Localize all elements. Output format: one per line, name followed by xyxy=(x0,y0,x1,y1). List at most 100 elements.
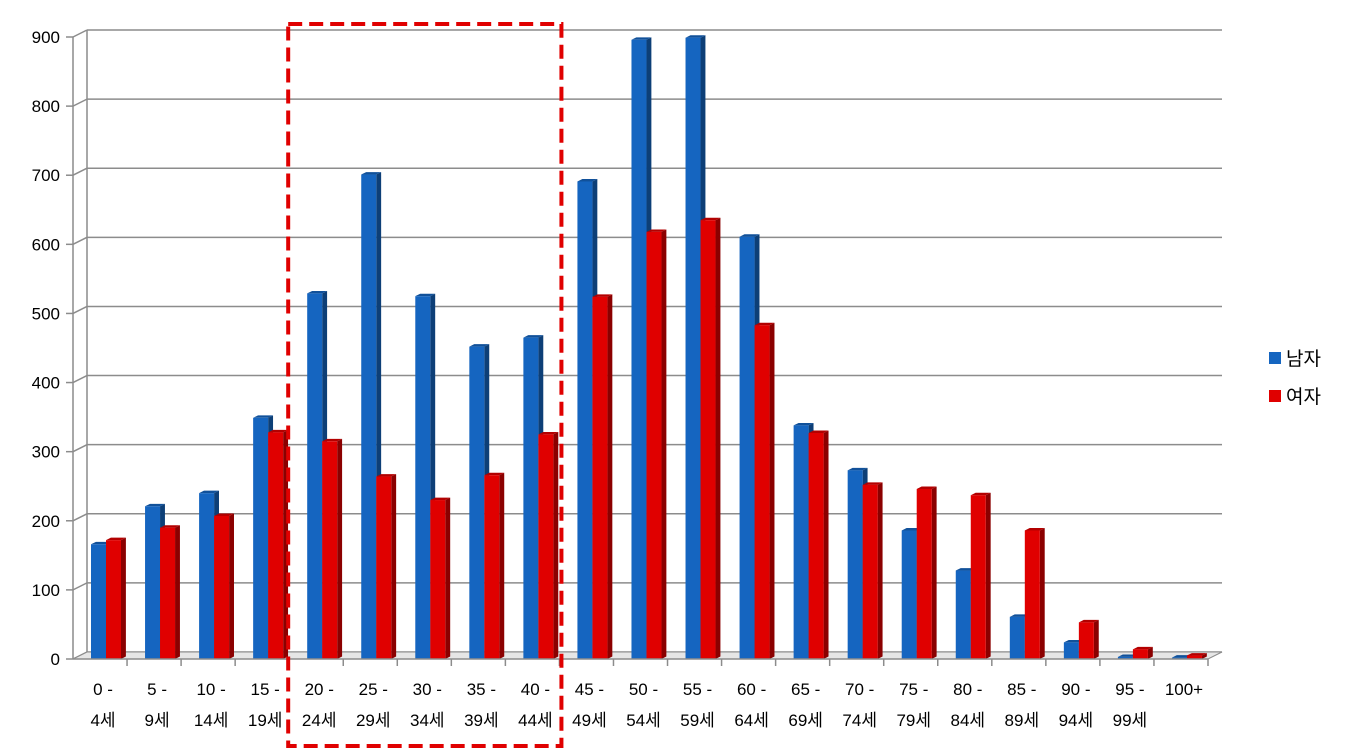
x-tick-label: 14세 xyxy=(194,711,229,730)
bar-top xyxy=(685,35,706,38)
gridline-side xyxy=(72,443,88,453)
bar-front xyxy=(376,476,392,659)
bar-front xyxy=(592,296,608,659)
x-tick-label: 25 - xyxy=(359,680,388,699)
bar-front xyxy=(253,417,269,659)
x-tick-label: 75 - xyxy=(899,680,928,699)
y-tick-label: 900 xyxy=(32,28,60,47)
bar-side xyxy=(499,472,505,659)
x-tick-label: 60 - xyxy=(737,680,766,699)
y-tick-label: 200 xyxy=(32,512,60,531)
bar-front xyxy=(415,296,431,659)
bar-top xyxy=(1024,528,1045,531)
bar xyxy=(376,474,397,659)
highlight-box xyxy=(286,22,564,748)
x-tick-label: 39세 xyxy=(464,711,499,730)
x-tick-label: 24세 xyxy=(302,711,337,730)
bar xyxy=(916,486,937,659)
bar xyxy=(1024,528,1045,659)
bar xyxy=(646,229,667,660)
x-tick-label: 50 - xyxy=(629,680,658,699)
bar xyxy=(430,497,451,659)
x-tick-label: 89세 xyxy=(1005,711,1040,730)
bar-top xyxy=(91,541,111,545)
bar xyxy=(214,513,234,659)
x-tick-label: 19세 xyxy=(248,711,283,730)
bar-front xyxy=(469,346,485,659)
bar-front xyxy=(106,540,121,659)
x-tick-label: 0 - xyxy=(93,680,113,699)
bar-top xyxy=(145,503,165,507)
y-tick-label: 300 xyxy=(32,443,60,462)
bar xyxy=(1186,653,1207,659)
bar-front xyxy=(1024,530,1040,659)
bar-front xyxy=(160,527,176,659)
bar-top xyxy=(268,429,289,433)
bar-top xyxy=(106,537,126,541)
x-tick-label: 55 - xyxy=(683,680,712,699)
x-tick-label: 49세 xyxy=(572,711,607,730)
x-tick-label: 79세 xyxy=(896,711,931,730)
bar xyxy=(808,430,829,659)
bar xyxy=(700,217,721,659)
gridline-side xyxy=(72,582,88,591)
bar-top xyxy=(739,234,760,237)
bar-top xyxy=(307,290,328,294)
bar-top xyxy=(631,37,652,40)
bar xyxy=(106,537,126,659)
bar-top xyxy=(1132,646,1153,650)
bar-side xyxy=(337,438,343,659)
bar-front xyxy=(214,515,230,659)
bar-front xyxy=(430,500,446,659)
bar-top xyxy=(484,472,505,476)
bar-top xyxy=(754,322,775,326)
bar-front xyxy=(1078,622,1094,659)
bar-top xyxy=(214,513,234,516)
bar xyxy=(592,294,613,659)
bar xyxy=(322,438,343,659)
gridline-side xyxy=(72,236,88,246)
bar-top xyxy=(592,294,613,297)
bar-top xyxy=(1063,639,1084,643)
bar-side xyxy=(661,229,667,659)
bar-top xyxy=(538,431,559,435)
bar-top xyxy=(646,229,667,232)
bar xyxy=(754,322,775,659)
x-tick-label: 30 - xyxy=(413,680,442,699)
bar-front xyxy=(91,544,106,659)
bar-top xyxy=(955,568,976,571)
x-tick-label: 74세 xyxy=(842,711,877,730)
bar-front xyxy=(955,570,971,659)
bar-side xyxy=(175,525,180,659)
bar-top xyxy=(1117,654,1138,657)
bar-top xyxy=(199,490,219,494)
bar-top xyxy=(1078,619,1099,623)
bar xyxy=(1078,619,1099,659)
legend-swatch xyxy=(1269,352,1281,364)
bar-side xyxy=(391,474,397,659)
y-axis: 0 100 200 300 400 500 600 700 800 900 xyxy=(32,28,88,669)
x-tick-label: 85 - xyxy=(1007,680,1036,699)
bar-front xyxy=(307,293,323,659)
x-tick-label: 20 - xyxy=(305,680,334,699)
x-tick-label: 65 - xyxy=(791,680,820,699)
x-tick-label: 84세 xyxy=(951,711,986,730)
x-tick-label: 35 - xyxy=(467,680,496,699)
gridline-side xyxy=(72,167,88,176)
bar-front xyxy=(916,488,932,659)
bar-front xyxy=(361,174,377,659)
bar-side xyxy=(607,294,613,659)
bar-front xyxy=(145,506,161,659)
x-tick-label: 94세 xyxy=(1059,711,1094,730)
y-tick-label: 500 xyxy=(32,304,60,323)
bar-top xyxy=(469,344,490,347)
x-tick-label: 80 - xyxy=(953,680,982,699)
bar xyxy=(862,482,883,659)
bar-front xyxy=(631,39,647,659)
bar-side xyxy=(985,492,991,659)
bar-front xyxy=(700,220,716,659)
bar-side xyxy=(877,482,883,659)
bar-front xyxy=(523,337,539,659)
bar-top xyxy=(376,474,397,477)
